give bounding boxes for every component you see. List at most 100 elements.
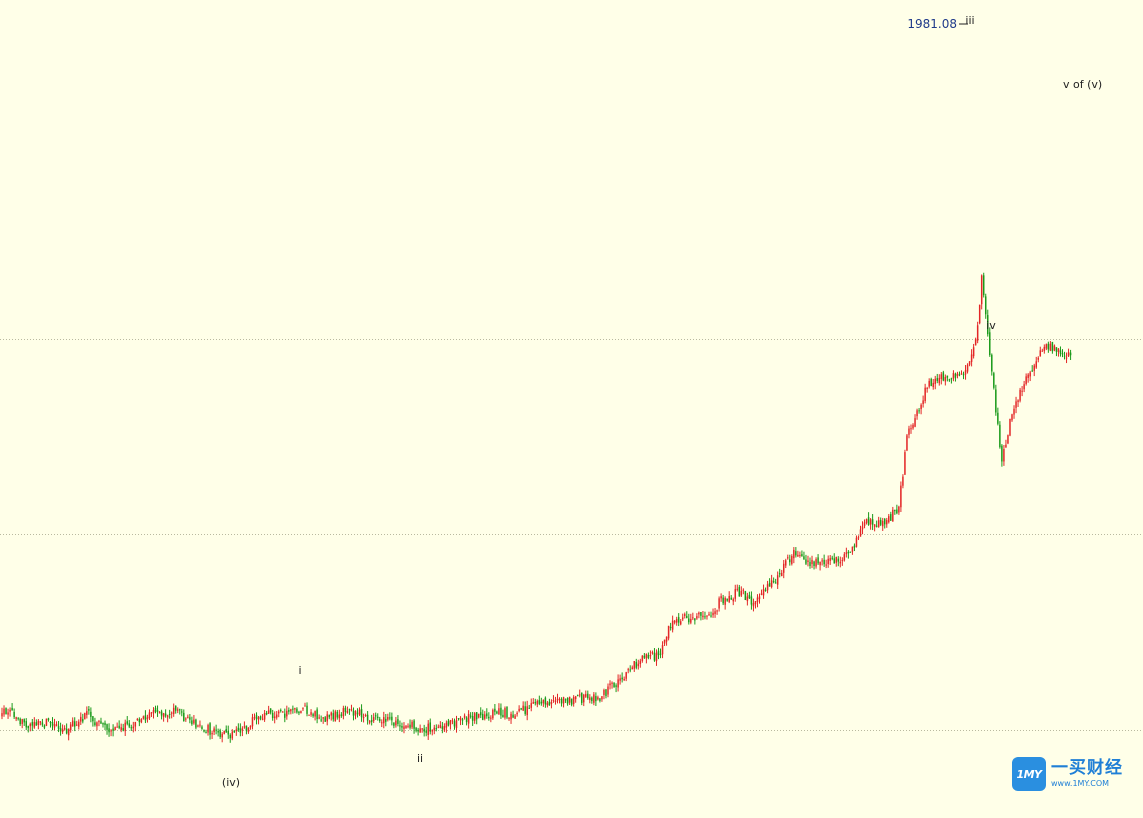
candle-body	[407, 725, 409, 727]
candle	[611, 681, 613, 689]
candle	[734, 584, 737, 602]
candle	[829, 554, 831, 565]
candle-body	[991, 354, 993, 372]
candle	[591, 696, 593, 704]
candle	[1039, 346, 1042, 357]
candle	[108, 723, 110, 737]
candle	[546, 700, 549, 708]
candle-body	[916, 410, 918, 417]
candle	[223, 730, 225, 735]
candle	[845, 547, 848, 558]
candle-body	[469, 715, 472, 717]
candle-body	[843, 554, 846, 561]
candle-body	[748, 594, 751, 599]
candle	[679, 619, 682, 626]
candle-body	[374, 715, 377, 717]
candle-body	[902, 476, 904, 486]
candle	[280, 708, 282, 713]
candle-body	[892, 509, 894, 522]
candle-body	[597, 697, 599, 700]
candle	[508, 717, 510, 721]
candle	[492, 708, 494, 720]
candle	[257, 715, 260, 725]
candle-body	[837, 558, 840, 562]
candle	[140, 718, 143, 724]
candle	[516, 711, 518, 717]
candle	[154, 705, 157, 714]
candle	[451, 718, 454, 725]
candle-body	[815, 559, 817, 567]
candle	[502, 709, 504, 718]
candle	[782, 559, 785, 579]
candle-body	[82, 719, 84, 722]
candle-body	[199, 724, 201, 726]
candle-body	[322, 717, 324, 719]
candle	[1025, 373, 1027, 386]
candle	[902, 474, 904, 489]
candle-body	[647, 654, 650, 658]
candle-body	[978, 304, 981, 324]
candle-body	[431, 729, 434, 732]
candle-body	[296, 708, 298, 713]
candle	[896, 504, 898, 515]
candle-body	[732, 599, 734, 602]
candle-body	[530, 703, 532, 708]
candle	[993, 371, 995, 390]
candle-body	[982, 275, 985, 296]
candle	[39, 721, 42, 726]
candle-body	[211, 733, 213, 735]
candle-body	[762, 588, 765, 596]
candle-body	[176, 709, 179, 711]
candle-body	[722, 597, 724, 604]
candle	[1021, 386, 1023, 397]
candle	[417, 727, 419, 736]
candle	[296, 707, 298, 714]
candle-body	[237, 727, 240, 730]
candle-body	[124, 722, 126, 732]
candle	[700, 612, 702, 621]
candle-body	[534, 701, 537, 704]
candle	[75, 720, 78, 727]
candle-body	[681, 617, 684, 620]
candle-body	[839, 561, 842, 564]
candle-body	[298, 711, 300, 714]
candle	[415, 726, 417, 733]
candle	[413, 719, 415, 734]
candle-body	[346, 711, 349, 713]
candle-body	[43, 725, 46, 728]
candle-body	[568, 696, 571, 703]
candle-body	[378, 718, 381, 721]
candle-body	[1035, 361, 1037, 368]
candle	[859, 525, 862, 537]
candle-body	[744, 591, 747, 601]
candle	[435, 724, 438, 732]
candle	[401, 722, 403, 732]
candle-body	[621, 677, 623, 680]
candle	[449, 719, 452, 730]
candle	[326, 711, 328, 726]
candle	[195, 718, 197, 730]
candle-body	[413, 720, 415, 729]
candle	[803, 551, 805, 560]
candle	[1035, 356, 1037, 369]
candle	[766, 580, 769, 594]
candle	[607, 683, 609, 698]
candle-body	[80, 716, 82, 722]
candle-body	[918, 410, 920, 412]
candle-body	[508, 717, 510, 719]
candle-body	[934, 378, 936, 384]
candle	[360, 704, 363, 722]
candle-body	[433, 727, 436, 731]
candle	[1065, 352, 1068, 364]
candle-body	[888, 516, 890, 523]
candle	[817, 554, 819, 565]
candle-body	[865, 519, 868, 523]
candle	[395, 716, 397, 728]
candle-body	[1069, 352, 1072, 356]
candle	[938, 374, 941, 386]
candle-body	[496, 711, 498, 714]
candle-body	[1021, 390, 1023, 392]
candle-body	[875, 525, 878, 527]
candle-body	[560, 699, 563, 704]
candle-body	[847, 551, 850, 554]
